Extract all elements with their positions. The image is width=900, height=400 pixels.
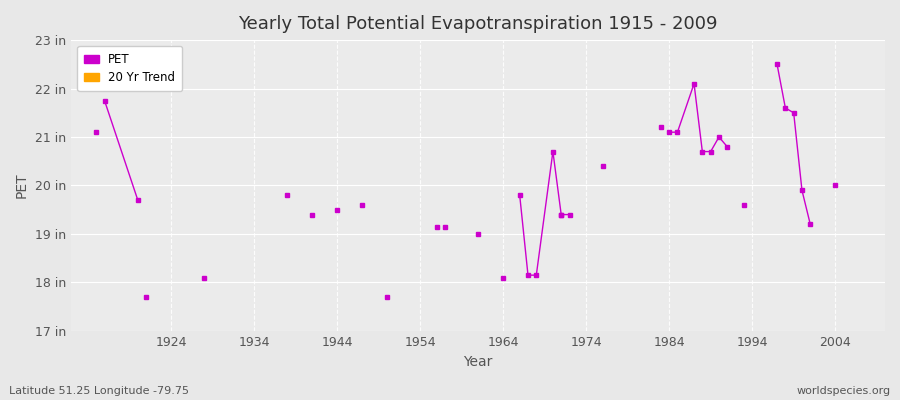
- Y-axis label: PET: PET: [15, 173, 29, 198]
- Text: worldspecies.org: worldspecies.org: [796, 386, 891, 396]
- Legend: PET, 20 Yr Trend: PET, 20 Yr Trend: [77, 46, 182, 91]
- Title: Yearly Total Potential Evapotranspiration 1915 - 2009: Yearly Total Potential Evapotranspiratio…: [238, 15, 718, 33]
- X-axis label: Year: Year: [464, 355, 493, 369]
- Text: Latitude 51.25 Longitude -79.75: Latitude 51.25 Longitude -79.75: [9, 386, 189, 396]
